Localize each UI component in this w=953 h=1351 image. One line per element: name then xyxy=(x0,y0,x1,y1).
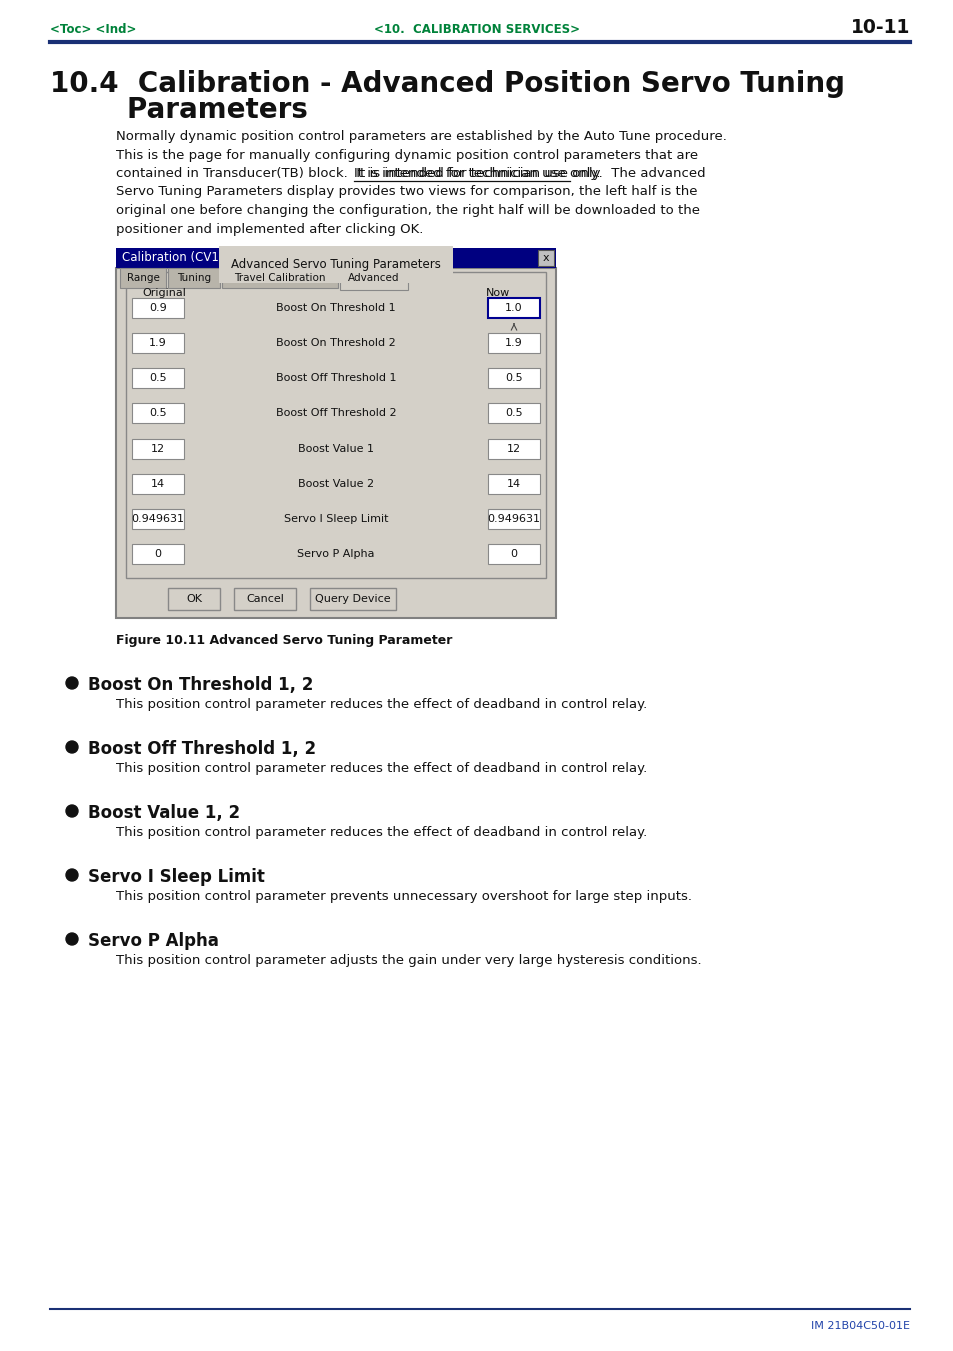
Text: Boost Off Threshold 1: Boost Off Threshold 1 xyxy=(275,373,395,384)
Text: Parameters: Parameters xyxy=(50,96,308,124)
Bar xyxy=(488,332,539,353)
Text: Calibration (CV1001): Calibration (CV1001) xyxy=(122,251,246,265)
Text: Boost Off Threshold 2: Boost Off Threshold 2 xyxy=(275,408,395,419)
Text: 10-11: 10-11 xyxy=(850,18,909,36)
Text: <10.  CALIBRATION SERVICES>: <10. CALIBRATION SERVICES> xyxy=(374,23,579,36)
Bar xyxy=(488,474,539,494)
Text: 0.949631: 0.949631 xyxy=(487,515,540,524)
Text: OK: OK xyxy=(186,594,202,604)
Text: This position control parameter reduces the effect of deadband in control relay.: This position control parameter reduces … xyxy=(116,825,646,839)
Text: Boost On Threshold 2: Boost On Threshold 2 xyxy=(275,338,395,347)
Circle shape xyxy=(66,805,78,817)
Text: 12: 12 xyxy=(151,443,165,454)
Bar xyxy=(488,544,539,565)
Text: Servo P Alpha: Servo P Alpha xyxy=(297,550,375,559)
Text: Now: Now xyxy=(485,288,510,299)
Bar xyxy=(116,267,556,617)
Bar xyxy=(310,588,395,611)
Bar xyxy=(488,404,539,423)
Bar xyxy=(488,439,539,458)
Bar xyxy=(222,267,337,288)
Text: Servo I Sleep Limit: Servo I Sleep Limit xyxy=(283,515,388,524)
Bar xyxy=(132,474,184,494)
Text: This position control parameter reduces the effect of deadband in control relay.: This position control parameter reduces … xyxy=(116,698,646,711)
Bar xyxy=(116,249,556,267)
Bar xyxy=(120,267,166,288)
Bar xyxy=(132,404,184,423)
Bar xyxy=(488,297,539,317)
Text: 0: 0 xyxy=(510,550,517,559)
Bar xyxy=(168,267,220,288)
Text: 0.5: 0.5 xyxy=(149,408,167,419)
Text: Servo Tuning Parameters display provides two views for comparison, the left half: Servo Tuning Parameters display provides… xyxy=(116,185,697,199)
Text: Cancel: Cancel xyxy=(246,594,284,604)
Text: Original: Original xyxy=(142,288,186,299)
Text: 14: 14 xyxy=(506,478,520,489)
Text: This position control parameter reduces the effect of deadband in control relay.: This position control parameter reduces … xyxy=(116,762,646,775)
Text: 10.4  Calibration - Advanced Position Servo Tuning: 10.4 Calibration - Advanced Position Ser… xyxy=(50,70,844,99)
Bar xyxy=(537,250,554,266)
Bar xyxy=(488,367,539,388)
Text: 0.5: 0.5 xyxy=(505,408,522,419)
Text: Boost Value 1, 2: Boost Value 1, 2 xyxy=(88,804,240,821)
Bar xyxy=(488,509,539,530)
Text: Advanced Servo Tuning Parameters: Advanced Servo Tuning Parameters xyxy=(231,258,440,272)
Bar xyxy=(126,272,545,578)
Text: 0: 0 xyxy=(154,550,161,559)
Text: 0.5: 0.5 xyxy=(149,373,167,384)
Text: 12: 12 xyxy=(506,443,520,454)
Text: contained in Transducer(TB) block.  It is intended for technician use only.  The: contained in Transducer(TB) block. It is… xyxy=(116,168,705,180)
Text: Figure 10.11 Advanced Servo Tuning Parameter: Figure 10.11 Advanced Servo Tuning Param… xyxy=(116,634,452,647)
Text: Servo P Alpha: Servo P Alpha xyxy=(88,932,218,950)
Text: Boost Off Threshold 1, 2: Boost Off Threshold 1, 2 xyxy=(88,740,315,758)
Text: positioner and implemented after clicking OK.: positioner and implemented after clickin… xyxy=(116,223,423,235)
Bar xyxy=(132,439,184,458)
Text: 0.5: 0.5 xyxy=(505,373,522,384)
Text: <Toc> <Ind>: <Toc> <Ind> xyxy=(50,23,136,36)
Text: 14: 14 xyxy=(151,478,165,489)
Text: 1.9: 1.9 xyxy=(504,338,522,347)
Text: Servo I Sleep Limit: Servo I Sleep Limit xyxy=(88,867,265,886)
Text: 0.9: 0.9 xyxy=(149,303,167,312)
Bar xyxy=(168,588,220,611)
Bar xyxy=(132,509,184,530)
Bar xyxy=(233,588,295,611)
Text: This position control parameter prevents unnecessary overshoot for large step in: This position control parameter prevents… xyxy=(116,890,691,902)
Text: This is the page for manually configuring dynamic position control parameters th: This is the page for manually configurin… xyxy=(116,149,698,162)
Text: 1.0: 1.0 xyxy=(505,303,522,312)
Text: Boost On Threshold 1: Boost On Threshold 1 xyxy=(276,303,395,312)
Circle shape xyxy=(66,934,78,944)
Text: 1.9: 1.9 xyxy=(149,338,167,347)
Text: 0.949631: 0.949631 xyxy=(132,515,184,524)
Text: It is intended for technician use only.: It is intended for technician use only. xyxy=(354,168,599,180)
Bar xyxy=(132,544,184,565)
Circle shape xyxy=(66,677,78,689)
Bar xyxy=(339,267,408,290)
Text: Range: Range xyxy=(127,273,159,282)
Bar xyxy=(132,297,184,317)
Text: IM 21B04C50-01E: IM 21B04C50-01E xyxy=(810,1321,909,1331)
Circle shape xyxy=(66,740,78,753)
Text: Boost Value 1: Boost Value 1 xyxy=(297,443,374,454)
Bar xyxy=(132,367,184,388)
Circle shape xyxy=(66,869,78,881)
Text: x: x xyxy=(542,253,549,263)
Text: Advanced: Advanced xyxy=(348,273,399,282)
Text: Normally dynamic position control parameters are established by the Auto Tune pr: Normally dynamic position control parame… xyxy=(116,130,726,143)
Text: Boost Value 2: Boost Value 2 xyxy=(297,478,374,489)
Text: Query Device: Query Device xyxy=(314,594,391,604)
Bar xyxy=(132,332,184,353)
Text: original one before changing the configuration, the right half will be downloade: original one before changing the configu… xyxy=(116,204,700,218)
Text: Travel Calibration: Travel Calibration xyxy=(234,273,325,282)
Text: This position control parameter adjusts the gain under very large hysteresis con: This position control parameter adjusts … xyxy=(116,954,700,967)
Text: Tuning: Tuning xyxy=(176,273,211,282)
Text: Boost On Threshold 1, 2: Boost On Threshold 1, 2 xyxy=(88,676,313,694)
